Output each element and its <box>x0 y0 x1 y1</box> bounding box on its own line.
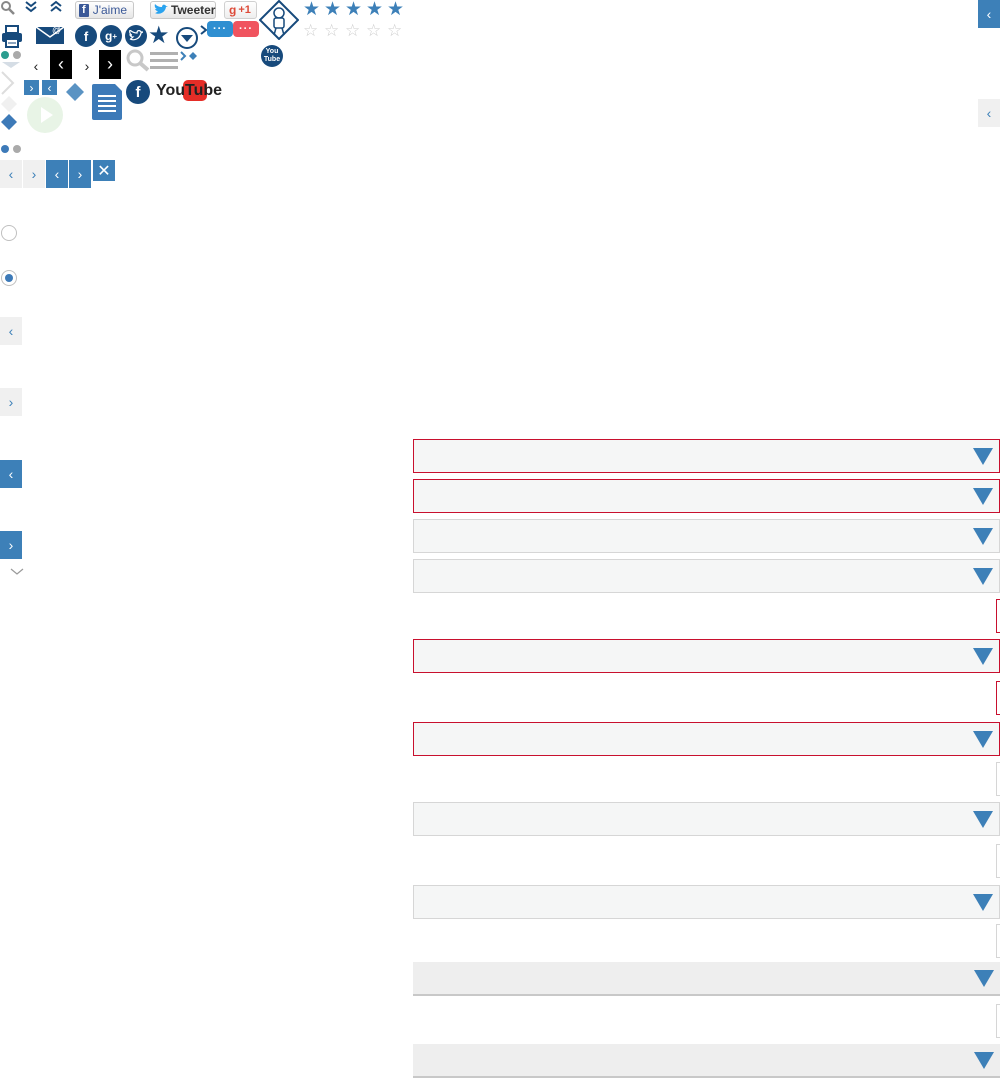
googleplus-one-button[interactable]: g +1 <box>224 1 257 19</box>
dropdown-triangle-icon <box>973 528 993 545</box>
radio-checked[interactable] <box>1 270 17 286</box>
close-icon[interactable]: ✕ <box>93 160 115 181</box>
radio-unchecked[interactable] <box>1 225 17 241</box>
chat-bubble-icon[interactable]: ··· <box>207 21 233 37</box>
chevron-right-diamond-icon <box>179 50 199 62</box>
side-tab-next[interactable]: › <box>0 388 22 416</box>
next-arrow-button[interactable]: › <box>84 58 90 74</box>
dropdown-triangle-icon <box>973 568 993 585</box>
chevron-down-icon[interactable] <box>9 567 25 577</box>
search-icon[interactable] <box>0 0 16 16</box>
dropdown-triangle-icon <box>973 811 993 828</box>
input-edge[interactable] <box>996 599 1000 633</box>
dropdown-triangle-icon <box>974 970 994 987</box>
input-edge[interactable] <box>996 681 1000 715</box>
input-edge[interactable] <box>996 844 1000 878</box>
select-field[interactable] <box>413 1044 1000 1078</box>
dropdown-triangle-icon <box>974 1052 994 1069</box>
select-field[interactable] <box>413 802 1000 836</box>
star-icon[interactable]: ★ <box>366 0 384 20</box>
input-edge[interactable] <box>996 924 1000 958</box>
youtube-logo[interactable]: YouTube <box>156 80 222 102</box>
youtube-wordmark: YouTube <box>156 82 223 99</box>
diamond-icon <box>0 113 18 131</box>
star-icon[interactable]: ★ <box>387 0 405 20</box>
svg-text:@: @ <box>52 25 61 35</box>
twitter-icon[interactable] <box>125 25 147 47</box>
star-outline-icon[interactable]: ☆ <box>366 21 382 40</box>
hamburger-icon[interactable] <box>150 50 178 70</box>
select-field[interactable] <box>413 559 1000 593</box>
star-icon[interactable]: ★ <box>324 0 342 20</box>
select-field[interactable] <box>413 962 1000 996</box>
prev-arrow-button[interactable]: ‹ <box>46 160 68 188</box>
youtube-icon[interactable]: You Tube <box>261 45 283 67</box>
star-icon[interactable]: ★ <box>345 0 363 20</box>
chevron-down-icon[interactable] <box>0 60 22 70</box>
facebook-like-button[interactable]: f J'aime <box>75 1 134 19</box>
side-tab-prev[interactable]: ‹ <box>0 317 22 345</box>
next-arrow-button[interactable]: › <box>23 160 45 188</box>
right-tab-prev[interactable]: ‹ <box>978 0 1000 28</box>
star-outline-icon[interactable]: ☆ <box>387 21 403 40</box>
select-field[interactable] <box>413 885 1000 919</box>
double-chevron-down-icon[interactable] <box>24 0 38 14</box>
dropdown-triangle-icon <box>973 731 993 748</box>
star-outline-icon[interactable]: ☆ <box>303 21 319 40</box>
star-outline-icon[interactable]: ☆ <box>345 21 361 40</box>
dropdown-triangle-icon <box>973 648 993 665</box>
dropdown-triangle-icon <box>973 894 993 911</box>
select-field[interactable] <box>413 519 1000 553</box>
dropdown-circle-icon[interactable] <box>175 26 199 50</box>
star-icon[interactable]: ★ <box>148 22 170 49</box>
prev-arrow-button[interactable]: ‹ <box>33 58 39 74</box>
diamond-icon <box>0 95 18 113</box>
dots-indicator-icon <box>0 49 24 61</box>
dots-indicator-icon <box>0 143 24 155</box>
search-icon[interactable] <box>125 49 151 73</box>
select-field[interactable] <box>413 439 1000 473</box>
play-icon[interactable] <box>26 96 64 134</box>
next-arrow-button[interactable]: › <box>99 50 121 79</box>
chevron-right-icon[interactable] <box>0 70 16 96</box>
prev-arrow-button[interactable]: ‹ <box>0 160 22 188</box>
chevron-right-icon[interactable] <box>199 24 209 36</box>
twitter-icon <box>154 4 168 16</box>
next-small-button[interactable]: › <box>24 80 39 95</box>
facebook-like-label: J'aime <box>92 3 127 17</box>
youtube-badge-label: You Tube <box>263 48 281 63</box>
chat-bubble-icon[interactable]: ··· <box>233 21 259 37</box>
tweet-label: Tweeter <box>171 3 216 17</box>
googleplus-one-label: +1 <box>238 4 251 16</box>
star-outline-icon[interactable]: ☆ <box>324 21 340 40</box>
side-tab-next[interactable]: › <box>0 531 22 559</box>
document-icon[interactable] <box>91 83 123 121</box>
prev-small-button[interactable]: ‹ <box>42 80 57 95</box>
email-icon[interactable]: @ <box>35 24 65 46</box>
input-edge[interactable] <box>996 762 1000 796</box>
select-field[interactable] <box>413 722 1000 756</box>
right-tab-prev[interactable]: ‹ <box>978 99 1000 127</box>
prev-arrow-button[interactable]: ‹ <box>50 50 72 79</box>
facebook-icon[interactable]: f <box>126 80 150 104</box>
facebook-icon: f <box>79 3 89 17</box>
googleplus-icon[interactable]: g + <box>100 25 122 47</box>
side-tab-prev[interactable]: ‹ <box>0 460 22 488</box>
tweet-button[interactable]: Tweeter <box>150 1 216 19</box>
select-field[interactable] <box>413 479 1000 513</box>
mascot-icon <box>259 0 299 40</box>
next-arrow-button[interactable]: › <box>69 160 91 188</box>
facebook-icon[interactable]: f <box>75 25 97 47</box>
double-chevron-up-icon[interactable] <box>49 0 63 14</box>
star-icon[interactable]: ★ <box>303 0 321 20</box>
input-edge[interactable] <box>996 1004 1000 1038</box>
googleplus-icon: g <box>229 3 237 17</box>
dropdown-triangle-icon <box>973 448 993 465</box>
dropdown-triangle-icon <box>973 488 993 505</box>
diamond-icon <box>65 82 85 102</box>
print-icon[interactable] <box>0 24 26 50</box>
select-field[interactable] <box>413 639 1000 673</box>
